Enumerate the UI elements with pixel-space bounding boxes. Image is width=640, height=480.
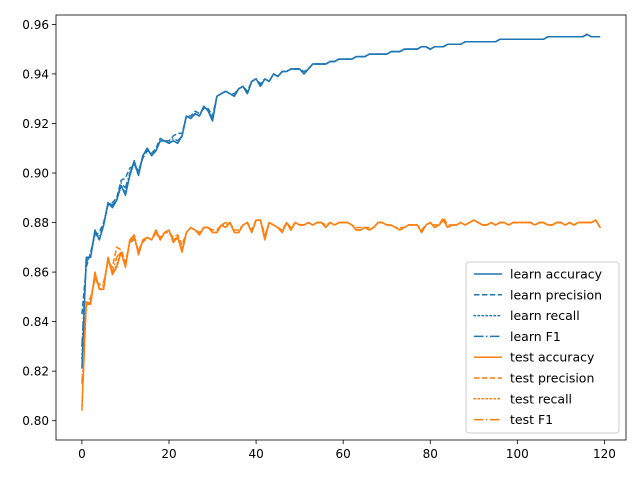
y-tick-label: 0.82 [22, 365, 49, 379]
legend-label-test-recall: test recall [510, 391, 572, 406]
legend-label-learn-f1: learn F1 [510, 329, 561, 344]
legend-label-test-f1: test F1 [510, 412, 553, 427]
x-tick-label: 100 [506, 447, 529, 461]
axes-frame [55, 14, 627, 441]
x-tick-label: 0 [78, 447, 86, 461]
legend-label-test-precision: test precision [510, 371, 594, 386]
axes-layer: 0 20 40 60 80 100 120 0.80 0.82 0.84 0.86 0.88 0.90 0… [22, 14, 627, 461]
series-line-test-accuracy [81, 219, 601, 411]
y-tick-label: 0.86 [22, 266, 49, 280]
legend-label-learn-precision: learn precision [510, 287, 602, 302]
series-line-learn-accuracy [81, 33, 601, 369]
y-tick-label: 0.90 [22, 167, 49, 181]
x-tick-label: 120 [593, 447, 616, 461]
y-tick-label: 0.84 [22, 315, 49, 329]
legend-label-test-accuracy: test accuracy [510, 350, 595, 365]
y-tick-label: 0.88 [22, 216, 49, 230]
x-tick-label: 60 [336, 447, 351, 461]
x-tick-label: 80 [423, 447, 438, 461]
x-tick-label: 40 [248, 447, 263, 461]
y-tick-label: 0.96 [22, 18, 49, 32]
legend-box [465, 261, 620, 434]
y-tick-label: 0.80 [22, 414, 49, 428]
series-layer [81, 33, 601, 411]
legend: learn accuracy learn precision learn recal… [465, 261, 620, 434]
legend-label-learn-accuracy: learn accuracy [510, 267, 603, 282]
y-tick-label: 0.94 [22, 67, 49, 81]
y-tick-label: 0.92 [22, 117, 49, 131]
x-tick-label: 20 [161, 447, 176, 461]
legend-label-learn-recall: learn recall [510, 308, 580, 323]
